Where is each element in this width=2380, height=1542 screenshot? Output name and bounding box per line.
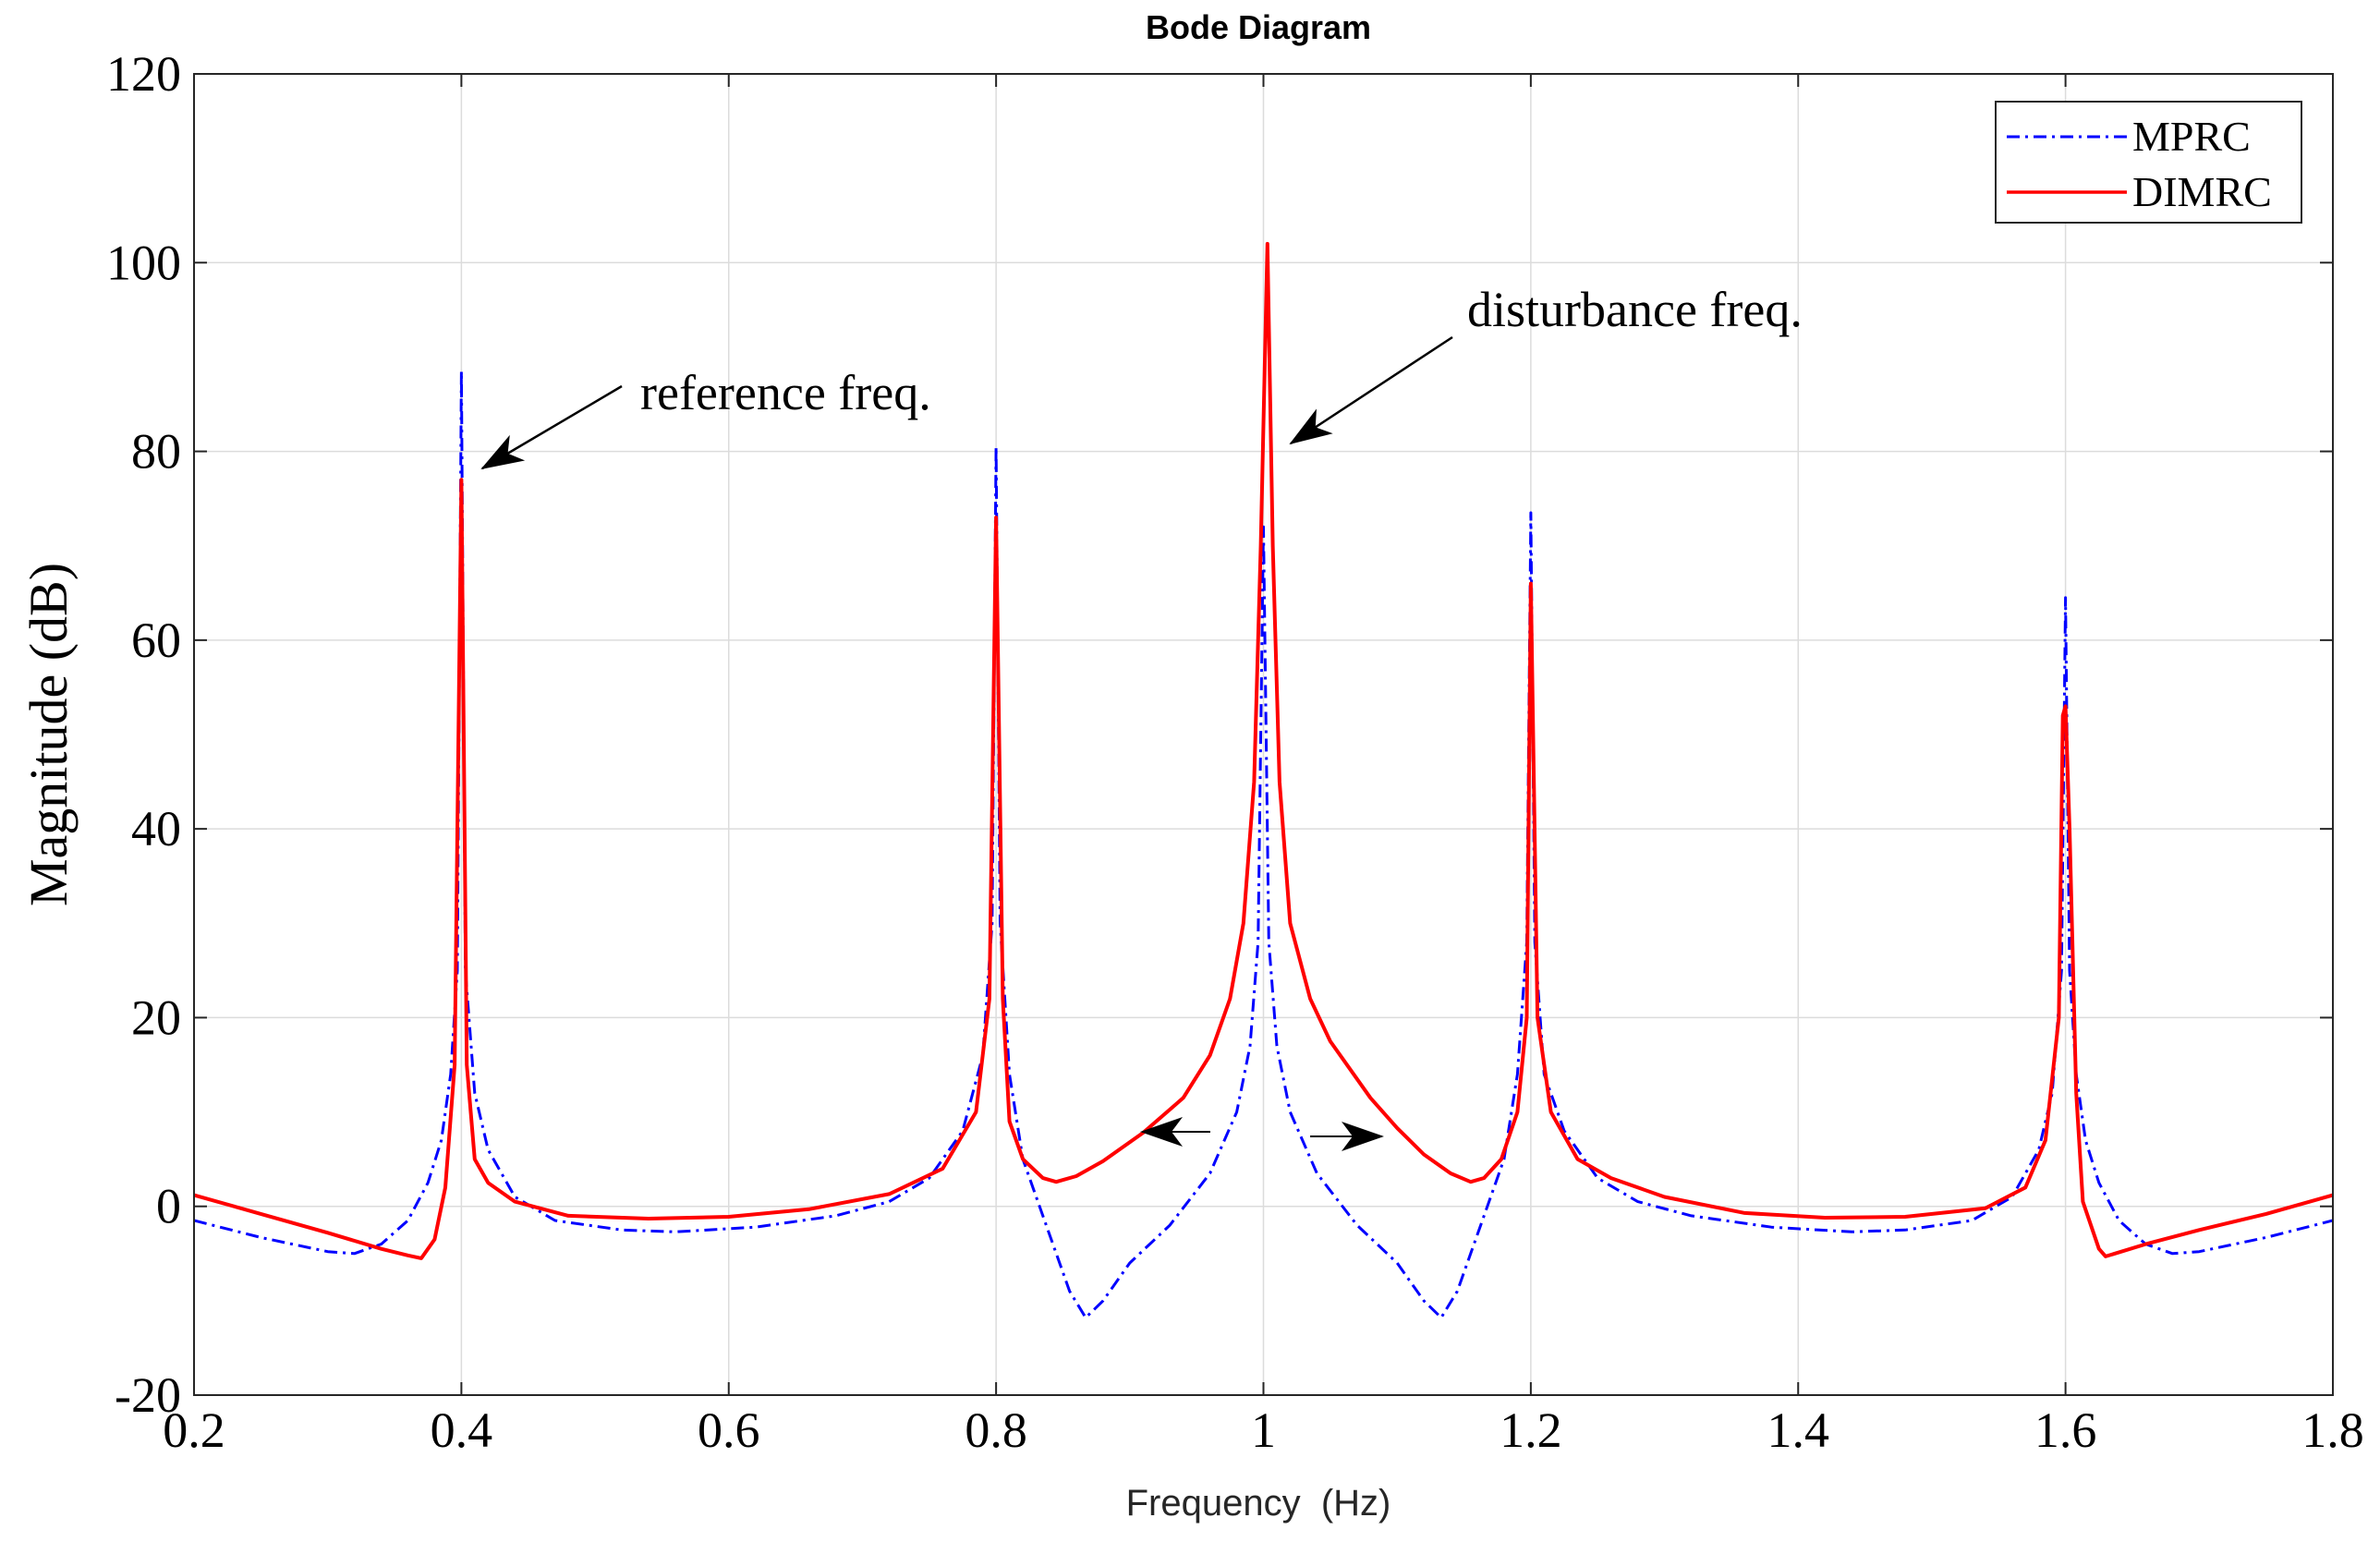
annotation-disturbance-arrow — [1289, 335, 1453, 445]
y-tick-label: 120 — [106, 46, 181, 102]
x-tick-label: 1.4 — [1767, 1402, 1830, 1458]
annotation-disturbance-freq: disturbance freq. — [1467, 282, 1803, 337]
x-tick-label: 1.8 — [2301, 1402, 2364, 1458]
annotations: reference freq. disturbance freq. — [480, 282, 1803, 1151]
legend-label-mprc: MPRC — [2132, 113, 2251, 160]
x-tick-label: 1 — [1251, 1402, 1276, 1458]
series-layer — [194, 241, 2333, 1319]
y-axis-label: Magnitude (dB) — [18, 563, 79, 906]
x-tick-label: 1.2 — [1500, 1402, 1562, 1458]
y-tick-label: 20 — [131, 990, 181, 1045]
annotation-reference-arrow — [480, 384, 623, 470]
x-axis-label: Frequency (Hz) — [1126, 1483, 1391, 1524]
series-line-mprc — [194, 370, 2333, 1319]
x-tick-label: 0.2 — [163, 1402, 225, 1458]
y-tick-label: 100 — [106, 235, 181, 290]
x-tick-label: 0.4 — [431, 1402, 493, 1458]
legend: MPRC DIMRC — [1995, 101, 2302, 224]
legend-box — [1995, 101, 2302, 224]
x-tick-label: 0.8 — [965, 1402, 1027, 1458]
x-axis-ticks: 0.2 0.4 0.6 0.8 1 1.2 1.4 1.6 1.8 — [163, 74, 2364, 1458]
y-tick-label: 60 — [131, 613, 181, 668]
series-line-dimrc — [194, 241, 2333, 1260]
legend-label-dimrc: DIMRC — [2132, 168, 2272, 215]
annotation-reference-freq: reference freq. — [640, 365, 931, 420]
x-tick-label: 1.6 — [2034, 1402, 2097, 1458]
y-tick-label: 80 — [131, 424, 181, 480]
y-tick-label: 40 — [131, 801, 181, 856]
y-axis-ticks: -20 0 20 40 60 80 100 120 — [106, 46, 2333, 1423]
chart-title: Bode Diagram — [1146, 8, 1371, 46]
x-tick-label: 0.6 — [698, 1402, 760, 1458]
y-tick-label: -20 — [115, 1367, 181, 1423]
y-tick-label: 0 — [156, 1179, 181, 1234]
